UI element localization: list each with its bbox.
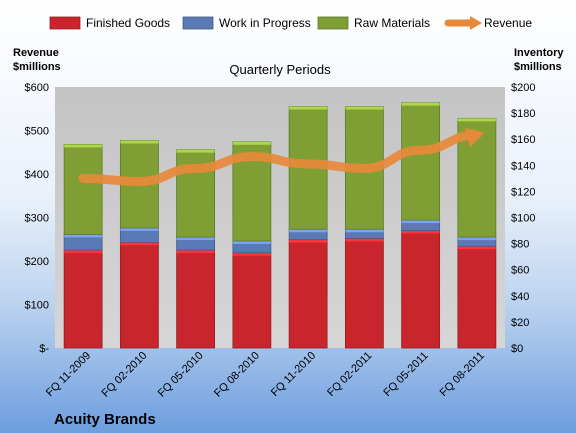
left-axis-ticks: $- $100 $200 $300 $400 $500 $600 (25, 82, 50, 355)
bar-cap-raw-materials-8 (457, 118, 496, 122)
left-tick-label: $500 (25, 126, 49, 138)
revenue-arrowhead (464, 127, 485, 148)
bar-cap-work-in-progress-5 (289, 229, 328, 233)
bar-raw-materials-1 (63, 144, 103, 235)
right-axis-title-line1: Inventory (514, 47, 564, 59)
right-tick-label: $60 (511, 265, 529, 277)
x-tick-label: FQ 05-2011 (381, 350, 430, 399)
bar-cap-work-in-progress-8 (457, 237, 496, 241)
x-tick-label: FQ 05-2010 (156, 350, 206, 400)
bar-cap-finished-goods-8 (457, 246, 496, 250)
legend-swatch-raw-materials (317, 16, 349, 30)
legend: Finished Goods Work in Progress Raw Materi… (49, 16, 532, 30)
bar-cap-work-in-progress-1 (64, 234, 103, 238)
right-tick-label: $120 (511, 186, 535, 198)
right-tick-label: $80 (511, 239, 529, 251)
left-tick-label: $- (39, 343, 49, 355)
right-axis-title-line2: $millions (514, 61, 562, 73)
bar-cap-finished-goods-7 (401, 230, 440, 234)
bar-cap-raw-materials-4 (232, 141, 271, 145)
bar-finished-goods-3 (176, 249, 216, 349)
right-axis-ticks: $0 $20 $40 $60 $80 $100 $120 $140 $160 $180 $200 (511, 82, 535, 355)
bar-finished-goods-7 (401, 230, 441, 349)
bar-cap-raw-materials-3 (176, 149, 215, 153)
legend-label-revenue: Revenue (484, 16, 532, 30)
bar-cap-finished-goods-6 (345, 238, 384, 242)
x-tick-label: FQ 11-2010 (269, 350, 318, 399)
x-tick-label: FQ 08-2011 (438, 350, 487, 399)
legend-swatch-finished-goods (49, 16, 81, 30)
right-tick-label: $160 (511, 134, 535, 146)
bar-cap-raw-materials-6 (345, 106, 384, 110)
legend-label-work-in-progress: Work in Progress (219, 16, 311, 30)
bar-cap-finished-goods-4 (232, 252, 271, 256)
bar-cap-work-in-progress-2 (120, 227, 159, 231)
left-tick-label: $200 (25, 256, 49, 268)
right-tick-label: $40 (511, 291, 529, 303)
x-tick-label: FQ 08-2010 (212, 350, 262, 400)
revenue-line (78, 130, 482, 186)
bar-cap-finished-goods-2 (120, 242, 159, 246)
right-tick-label: $140 (511, 160, 535, 172)
bar-cap-finished-goods-5 (289, 239, 328, 243)
bar-cap-work-in-progress-6 (345, 229, 384, 233)
bar-finished-goods-1 (63, 249, 103, 349)
bar-finished-goods-6 (344, 237, 384, 349)
left-tick-label: $300 (25, 213, 49, 225)
right-tick-label: $100 (511, 213, 535, 225)
brand-name: Acuity Brands (54, 411, 156, 428)
legend-label-raw-materials: Raw Materials (354, 16, 430, 30)
bar-cap-work-in-progress-3 (176, 237, 215, 241)
bar-cap-work-in-progress-4 (232, 240, 271, 244)
bar-cap-raw-materials-1 (64, 144, 103, 148)
right-tick-label: $20 (511, 317, 529, 329)
left-tick-label: $100 (25, 300, 49, 312)
bar-cap-work-in-progress-7 (401, 220, 440, 224)
bar-cap-finished-goods-1 (64, 250, 103, 254)
bar-cap-raw-materials-7 (401, 102, 440, 106)
right-tick-label: $200 (511, 82, 535, 94)
revenue-line-group (78, 127, 485, 186)
bars-group (63, 102, 497, 349)
bar-cap-raw-materials-2 (120, 140, 159, 144)
legend-swatch-work-in-progress (182, 16, 214, 30)
right-tick-label: $0 (511, 343, 523, 355)
left-axis-title-line1: Revenue (13, 47, 59, 59)
bar-finished-goods-2 (119, 241, 159, 349)
x-tick-label: FQ 11-2009 (44, 350, 93, 399)
bar-cap-raw-materials-5 (289, 106, 328, 110)
bar-raw-materials-7 (401, 102, 441, 221)
left-tick-label: $400 (25, 169, 49, 181)
bar-cap-finished-goods-3 (176, 250, 215, 254)
bar-finished-goods-4 (232, 252, 272, 349)
right-tick-label: $180 (511, 108, 535, 120)
chart-title: Quarterly Periods (229, 62, 331, 77)
x-tick-label: FQ 02-2011 (325, 350, 374, 399)
x-axis-ticks: FQ 11-2009 FQ 02-2010 FQ 05-2010 FQ 08-2010… (44, 350, 487, 400)
left-tick-label: $600 (25, 82, 49, 94)
bar-finished-goods-5 (288, 239, 328, 349)
bar-finished-goods-8 (457, 245, 497, 349)
legend-label-finished-goods: Finished Goods (86, 16, 170, 30)
x-tick-label: FQ 02-2010 (100, 350, 150, 400)
left-axis-title-line2: $millions (13, 61, 61, 73)
legend-swatch-revenue-arrow (470, 16, 482, 30)
